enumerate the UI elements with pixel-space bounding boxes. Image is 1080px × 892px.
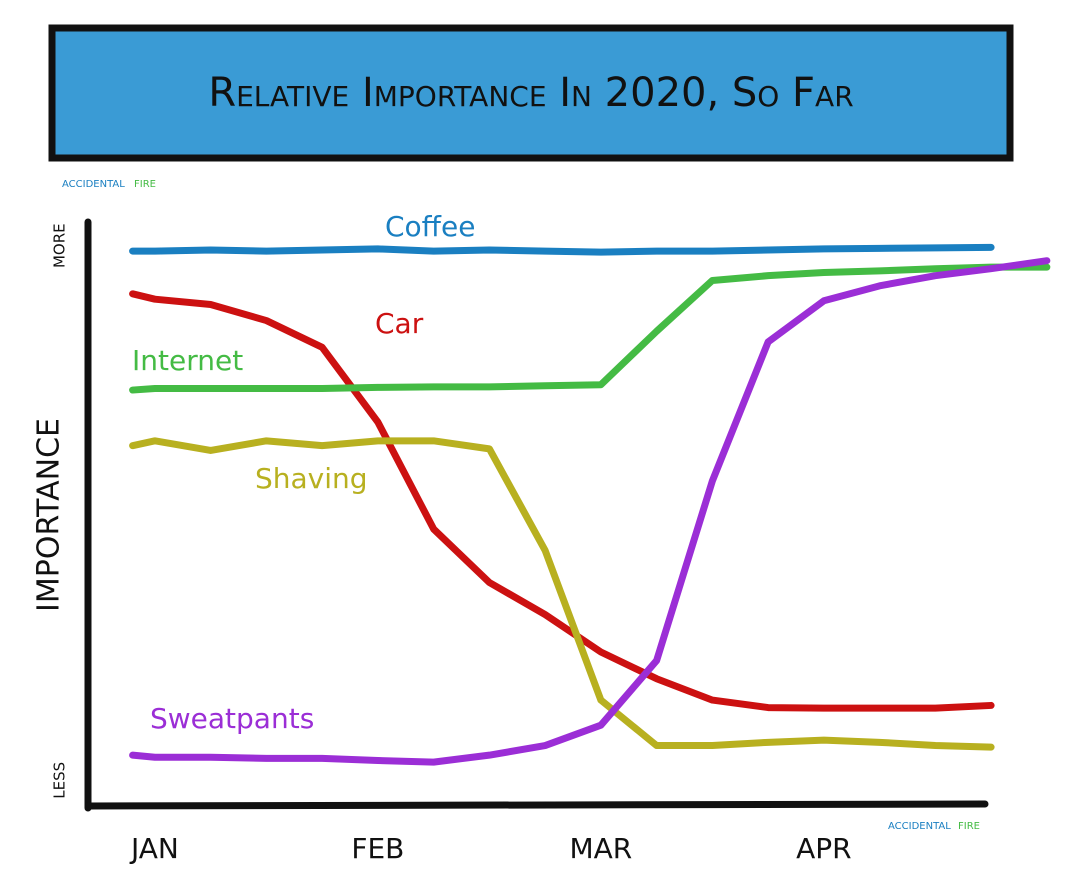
series-line <box>129 243 995 256</box>
credit: FIRE <box>958 821 980 832</box>
title-box <box>48 24 1014 162</box>
series-line <box>129 257 1051 766</box>
y-axis-label: IMPORTANCE <box>32 418 67 612</box>
x-tick-label: APR <box>796 832 852 865</box>
series-label: Car <box>375 307 424 340</box>
series-label: Internet <box>132 344 243 377</box>
x-tick-label: FEB <box>351 832 404 865</box>
credit: FIRE <box>134 179 156 190</box>
series-line <box>129 263 1051 394</box>
series-label: Shaving <box>255 462 368 495</box>
y-tick-label: LESS <box>51 762 69 799</box>
series-label: Sweatpants <box>150 702 314 735</box>
y-tick-label: MORE <box>51 223 69 268</box>
credit: ACCIDENTAL <box>62 179 125 190</box>
series-line <box>129 290 995 712</box>
x-tick-label: JAN <box>129 832 179 865</box>
series-line <box>129 437 995 751</box>
series-label: Coffee <box>385 210 475 243</box>
x-axis <box>84 800 989 810</box>
x-tick-label: MAR <box>569 832 632 865</box>
credit: ACCIDENTAL <box>888 821 951 832</box>
chart-title: Relative Importance In 2020, So Far <box>208 70 853 116</box>
